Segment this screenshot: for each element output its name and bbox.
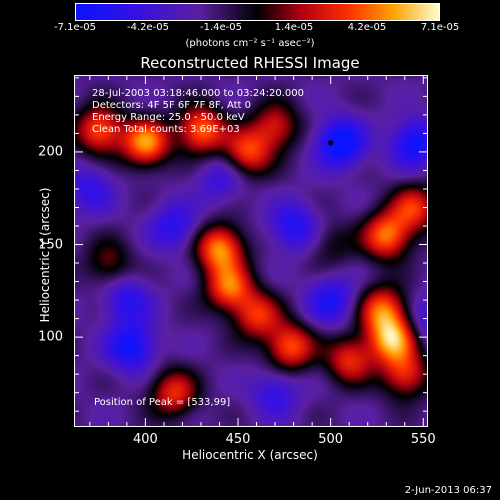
heatmap-image xyxy=(75,76,427,426)
chart-title: Reconstructed RHESSI Image xyxy=(140,54,360,72)
annotation-detectors: Detectors: 4F 5F 6F 7F 8F, Att 0 xyxy=(92,100,252,111)
footer-date: 2-Jun-2013 06:37 xyxy=(404,485,492,496)
x-tick-label: 550 xyxy=(410,432,436,447)
x-axis-label: Heliocentric X (arcsec) xyxy=(182,448,318,462)
colorbar-tick-label: -4.2e-05 xyxy=(127,22,169,33)
y-tick-label: 200 xyxy=(38,144,63,160)
annotation-energy-range: Energy Range: 25.0 - 50.0 keV xyxy=(92,112,245,123)
colorbar-tick-label: -1.4e-05 xyxy=(200,22,242,33)
colorbar-tick-label: 4.2e-05 xyxy=(347,22,387,33)
y-tick-label: 100 xyxy=(38,329,63,345)
annotation-clean-counts: Clean Total counts: 3.69E+03 xyxy=(92,124,240,135)
y-axis-label: Heliocentric Y (arcsec) xyxy=(38,187,52,323)
colorbar xyxy=(75,3,440,21)
x-tick-label: 500 xyxy=(318,432,344,447)
y-tick-label: 150 xyxy=(38,237,63,253)
x-tick-label: 450 xyxy=(225,432,251,447)
colorbar-tick-labels: -7.1e-05 -4.2e-05 -1.4e-05 1.4e-05 4.2e-… xyxy=(0,22,500,42)
annotation-time-range: 28-Jul-2003 03:18:46.000 to 03:24:20.000 xyxy=(92,88,304,99)
x-tick-label: 400 xyxy=(132,432,158,447)
colorbar-frame xyxy=(75,3,440,21)
colorbar-units-label: (photons cm⁻² s⁻¹ asec⁻²) xyxy=(185,38,315,49)
colorbar-tick-label: 7.1e-05 xyxy=(420,22,460,33)
colorbar-tick-label: 1.4e-05 xyxy=(274,22,314,33)
plot-frame xyxy=(74,75,428,427)
colorbar-tick-label: -7.1e-05 xyxy=(54,22,96,33)
annotation-peak-position: Position of Peak = [533,99] xyxy=(94,397,231,408)
colorbar-gradient xyxy=(75,3,440,21)
